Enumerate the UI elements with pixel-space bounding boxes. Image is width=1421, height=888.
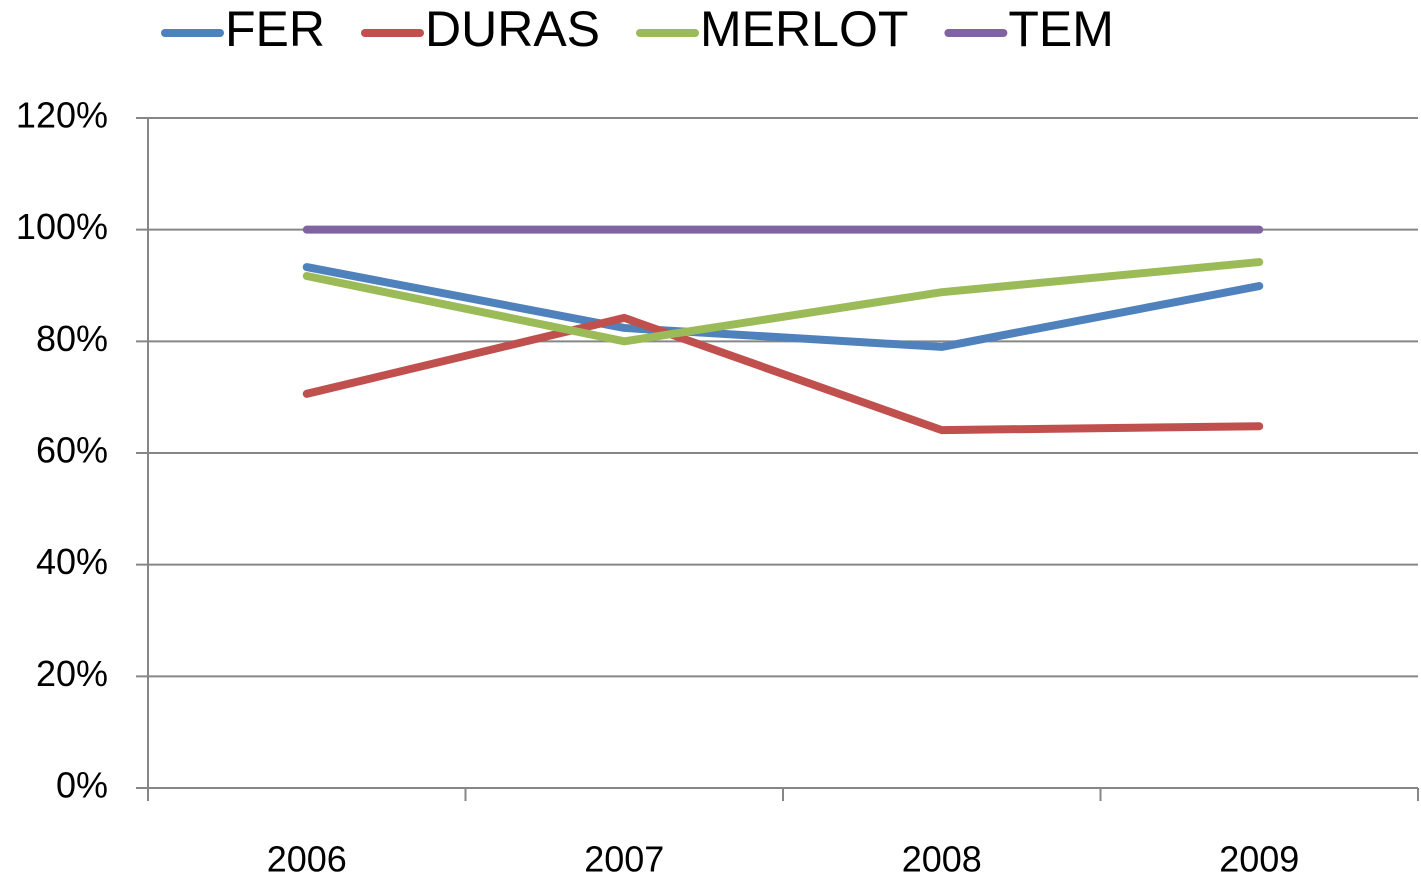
y-tick-label: 20%: [36, 653, 108, 694]
y-tick-label: 100%: [16, 206, 108, 247]
y-tick-label: 120%: [16, 95, 108, 136]
legend-label: MERLOT: [700, 1, 908, 57]
series-line: [302, 263, 1264, 351]
x-tick-label: 2006: [267, 839, 347, 880]
legend-label: DURAS: [425, 1, 600, 57]
y-tick-label: 40%: [36, 541, 108, 582]
y-tick-label: 60%: [36, 430, 108, 471]
x-tick-label: 2007: [584, 839, 664, 880]
y-tick-label: 0%: [56, 765, 108, 806]
x-tick-label: 2009: [1219, 839, 1299, 880]
legend-label: TEM: [1008, 1, 1114, 57]
series-line: [302, 313, 1264, 435]
y-tick-label: 80%: [36, 318, 108, 359]
series-line: [302, 258, 1264, 346]
x-tick-label: 2008: [902, 839, 982, 880]
legend-label: FER: [225, 1, 325, 57]
